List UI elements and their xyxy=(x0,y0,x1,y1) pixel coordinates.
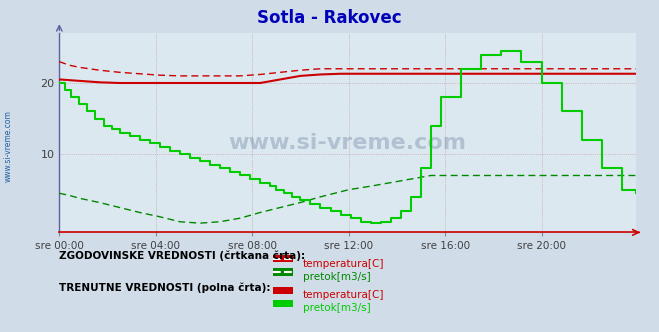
Text: pretok[m3/s]: pretok[m3/s] xyxy=(303,272,371,282)
Text: www.si-vreme.com: www.si-vreme.com xyxy=(4,110,13,182)
Text: temperatura[C]: temperatura[C] xyxy=(303,259,385,269)
Text: TRENUTNE VREDNOSTI (polna črta):: TRENUTNE VREDNOSTI (polna črta): xyxy=(59,282,271,293)
Text: Sotla - Rakovec: Sotla - Rakovec xyxy=(257,9,402,27)
Text: ZGODOVINSKE VREDNOSTI (črtkana črta):: ZGODOVINSKE VREDNOSTI (črtkana črta): xyxy=(59,251,305,261)
Text: temperatura[C]: temperatura[C] xyxy=(303,290,385,300)
Text: www.si-vreme.com: www.si-vreme.com xyxy=(229,133,467,153)
Text: pretok[m3/s]: pretok[m3/s] xyxy=(303,303,371,313)
